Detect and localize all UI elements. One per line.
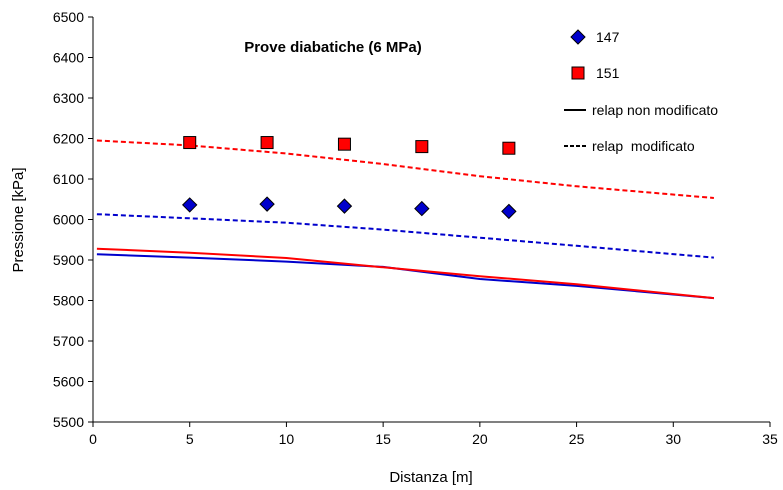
y-tick-label: 5900 — [53, 252, 84, 268]
data-point-147 — [336, 198, 353, 214]
dashed-line-blue — [96, 213, 714, 259]
data-point-151 — [337, 137, 351, 151]
x-tick-label: 30 — [665, 431, 681, 447]
data-point-151 — [260, 136, 274, 150]
x-tick-label: 10 — [279, 431, 295, 447]
x-tick-label: 35 — [762, 431, 778, 447]
axes — [88, 16, 771, 427]
y-tick-label: 5500 — [53, 414, 84, 430]
solid-line-red — [96, 247, 715, 300]
data-point-147 — [182, 197, 198, 213]
legend-label: 147 — [596, 29, 620, 45]
x-axis-label: Distanza [m] — [389, 469, 472, 486]
data-point-147 — [414, 200, 430, 217]
y-tick-label: 5600 — [53, 374, 84, 390]
y-tick-label: 5700 — [53, 333, 84, 349]
y-tick-label: 6400 — [53, 50, 84, 66]
y-tick-label: 6300 — [53, 90, 84, 106]
data-point-151 — [183, 136, 197, 150]
tick-labels: 5500 5600 5700 5800 5900 6000 6100 6200 6300 6400… — [53, 9, 778, 447]
y-axis-label: Pressione [kPa] — [10, 167, 27, 272]
x-tick-label: 15 — [375, 431, 391, 447]
x-tick-label: 5 — [186, 431, 194, 447]
legend-marker-151 — [571, 66, 585, 80]
data-point-147 — [501, 203, 517, 220]
y-tick-label: 5800 — [53, 293, 84, 309]
legend: 147 151 relap non modificato relap modifica… — [564, 29, 718, 154]
series-group — [96, 136, 715, 300]
legend-label: 151 — [596, 65, 620, 81]
x-tick-label: 20 — [472, 431, 488, 447]
data-point-151 — [502, 141, 516, 155]
y-tick-label: 6200 — [53, 131, 84, 147]
x-tick-label: 0 — [89, 431, 97, 447]
legend-label: relap non modificato — [592, 102, 718, 118]
y-tick-label: 6100 — [53, 171, 84, 187]
data-point-151 — [415, 140, 429, 154]
y-tick-label: 6000 — [53, 212, 84, 228]
y-tick-label: 6500 — [53, 9, 84, 25]
data-point-147 — [259, 196, 275, 212]
chart-title: Prove diabatiche (6 MPa) — [244, 39, 422, 56]
legend-marker-147 — [570, 29, 586, 45]
legend-label: relap modificato — [592, 138, 695, 154]
x-tick-label: 25 — [569, 431, 585, 447]
solid-line-blue — [96, 253, 714, 300]
